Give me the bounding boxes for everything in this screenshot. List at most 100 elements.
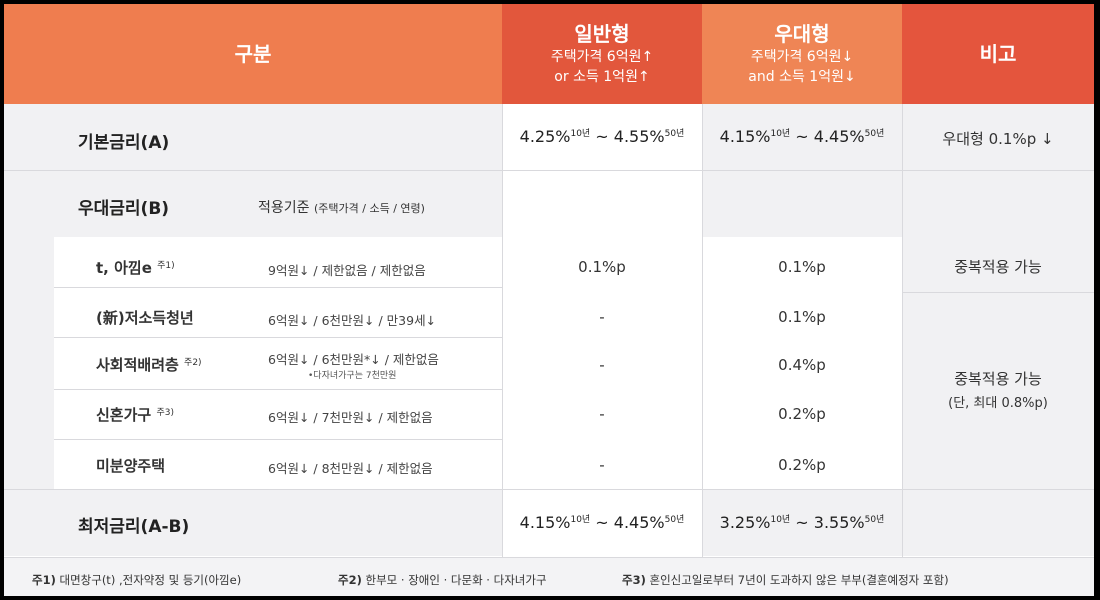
pref-note-2-sub: (단, 최대 0.8%p) [948, 396, 1048, 411]
pref-item-criteria: 9억원↓ / 제한없음 / 제한없음 [268, 263, 426, 278]
base-rate-note: 우대형 0.1%p ↓ [942, 130, 1054, 148]
term-low: 10년 [770, 515, 791, 525]
term-high: 50년 [864, 129, 885, 139]
header-category-label: 구분 [234, 42, 272, 66]
divider [502, 104, 503, 557]
rate-high: 4.55% [613, 127, 665, 146]
pref-item-preferred: 0.2%p [778, 405, 826, 423]
pref-note-2: 중복적용 가능 [954, 370, 1042, 388]
term-low: 10년 [570, 129, 591, 139]
criteria-label: 적용기준 [258, 200, 310, 216]
min-rate-label: 최저금리(A-B) [78, 517, 190, 537]
rate-low: 4.25% [519, 127, 571, 146]
pref-note-1: 중복적용 가능 [954, 258, 1042, 276]
footnote-2: 주2) 한부모 · 장애인 · 다문화 · 다자녀가구 [338, 572, 547, 588]
pref-item-name-text: t, 아낌e [96, 259, 152, 277]
footnotes: 주1) 대면창구(t) ,전자약정 및 등기(아낌e) 주2) 한부모 · 장애… [4, 557, 1094, 596]
header-category: 구분 [4, 4, 502, 104]
footnote-text: 혼인신고일로부터 7년이 도과하지 않은 부부(결혼예정자 포함) [645, 573, 949, 587]
pref-item-general: - [599, 308, 605, 326]
min-rate-general-cell [502, 490, 702, 556]
rate-sep: ~ [790, 127, 814, 146]
rate-low: 4.15% [719, 127, 771, 146]
pref-item-name: 미분양주택 [96, 455, 165, 476]
pref-item-name-text: (新)저소득청년 [96, 309, 194, 327]
divider [902, 292, 1094, 293]
pref-item-name: t, 아낌e 주1) [96, 257, 175, 278]
pref-item-preferred: 0.2%p [778, 456, 826, 474]
rate-low: 3.25% [719, 513, 771, 532]
pref-rate-label: 우대금리(B) [78, 199, 170, 219]
pref-item-name: (新)저소득청년 [96, 307, 194, 328]
divider [4, 170, 1094, 171]
footnote-mark: 주3) [622, 573, 646, 587]
pref-item-criteria-sub: •다자녀가구는 7천만원 [308, 371, 397, 381]
pref-rate-general-head [502, 171, 702, 237]
divider [702, 104, 703, 557]
divider [902, 104, 903, 557]
pref-item-general: - [599, 405, 605, 423]
rate-sep: ~ [590, 127, 614, 146]
pref-item-preferred: 0.1%p [778, 258, 826, 276]
divider [4, 489, 1094, 490]
header-preferred: 우대형 주택가격 6억원↓ and 소득 1억원↓ [702, 4, 902, 104]
header-general-title: 일반형 [574, 22, 630, 46]
divider [54, 389, 502, 390]
rate-high: 4.45% [613, 513, 665, 532]
pref-item-name: 신혼가구 주3) [96, 404, 174, 425]
pref-item-preferred: 0.4%p [778, 356, 826, 374]
rate-high: 3.55% [813, 513, 865, 532]
pref-item-general: - [599, 456, 605, 474]
rate-sep: ~ [790, 513, 814, 532]
header-preferred-title: 우대형 [774, 22, 830, 46]
rate-table: 구분 일반형 주택가격 6억원↑ or 소득 1억원↑ 우대형 주택가격 6억원… [4, 4, 1094, 596]
header-preferred-line2: and 소득 1억원↓ [748, 69, 856, 85]
footnote-mark: 주1) [157, 261, 175, 271]
pref-item-name-text: 미분양주택 [96, 457, 166, 475]
footnote-text: 대면창구(t) ,전자약정 및 등기(아낌e) [55, 573, 242, 587]
header-general-line1: 주택가격 6억원↑ [550, 49, 654, 65]
divider [54, 439, 502, 440]
base-rate-preferred: 4.15%10년 ~ 4.45%50년 [702, 126, 902, 146]
criteria-detail: (주택가격 / 소득 / 연령) [313, 202, 425, 215]
footnote-mark: 주2) [184, 358, 202, 368]
header-general-line2: or 소득 1억원↑ [554, 69, 650, 85]
term-high: 50년 [664, 129, 685, 139]
footnote-mark: 주3) [156, 408, 174, 418]
pref-item-criteria: 6억원↓ / 7천만원↓ / 제한없음 [268, 410, 433, 425]
term-low: 10년 [770, 129, 791, 139]
pref-item-criteria: 6억원↓ / 6천만원*↓ / 제한없음 [268, 352, 439, 367]
pref-item-name: 사회적배려층 주2) [96, 354, 202, 375]
footnote-3: 주3) 혼인신고일로부터 7년이 도과하지 않은 부부(결혼예정자 포함) [622, 572, 949, 588]
pref-item-name-text: 사회적배려층 [96, 356, 179, 374]
pref-item-general: 0.1%p [578, 258, 626, 276]
pref-item-general: - [599, 356, 605, 374]
pref-item-criteria: 6억원↓ / 8천만원↓ / 제한없음 [268, 461, 433, 476]
footnote-1: 주1) 대면창구(t) ,전자약정 및 등기(아낌e) [32, 572, 241, 588]
footnote-text: 한부모 · 장애인 · 다문화 · 다자녀가구 [361, 573, 547, 587]
min-rate-preferred: 3.25%10년 ~ 3.55%50년 [702, 512, 902, 532]
term-low: 10년 [570, 515, 591, 525]
header-note: 비고 [902, 4, 1094, 104]
footnote-mark: 주2) [338, 573, 362, 587]
term-high: 50년 [664, 515, 685, 525]
term-high: 50년 [864, 515, 885, 525]
footnote-mark: 주1) [32, 573, 56, 587]
rate-high: 4.45% [813, 127, 865, 146]
base-rate-label: 기본금리(A) [78, 133, 170, 153]
header-general: 일반형 주택가격 6억원↑ or 소득 1억원↑ [502, 4, 702, 104]
rate-sep: ~ [590, 513, 614, 532]
base-rate-general: 4.25%10년 ~ 4.55%50년 [502, 126, 702, 146]
divider [54, 337, 502, 338]
pref-item-name-text: 신혼가구 [96, 406, 152, 424]
criteria-heading: 적용기준 (주택가격 / 소득 / 연령) [258, 197, 425, 217]
pref-item-preferred: 0.1%p [778, 308, 826, 326]
pref-rate-items-area [54, 237, 902, 489]
pref-item-criteria: 6억원↓ / 6천만원↓ / 만39세↓ [268, 313, 437, 328]
header-preferred-line1: 주택가격 6억원↓ [750, 49, 854, 65]
rate-low: 4.15% [519, 513, 571, 532]
header-note-label: 비고 [979, 42, 1017, 66]
base-rate-general-cell [502, 104, 702, 170]
min-rate-general: 4.15%10년 ~ 4.45%50년 [502, 512, 702, 532]
divider [54, 287, 502, 288]
